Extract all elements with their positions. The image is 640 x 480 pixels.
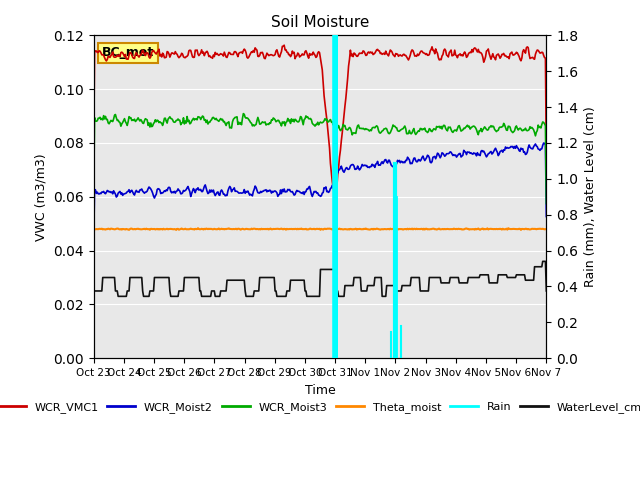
Title: Soil Moisture: Soil Moisture (271, 15, 369, 30)
Text: BC_met: BC_met (102, 47, 154, 60)
Y-axis label: Rain (mm), Water Level (cm): Rain (mm), Water Level (cm) (584, 107, 596, 287)
X-axis label: Time: Time (305, 384, 335, 396)
Y-axis label: VWC (m3/m3): VWC (m3/m3) (35, 153, 47, 240)
Legend: WCR_VMC1, WCR_Moist2, WCR_Moist3, Theta_moist, Rain, WaterLevel_cm: WCR_VMC1, WCR_Moist2, WCR_Moist3, Theta_… (0, 397, 640, 417)
